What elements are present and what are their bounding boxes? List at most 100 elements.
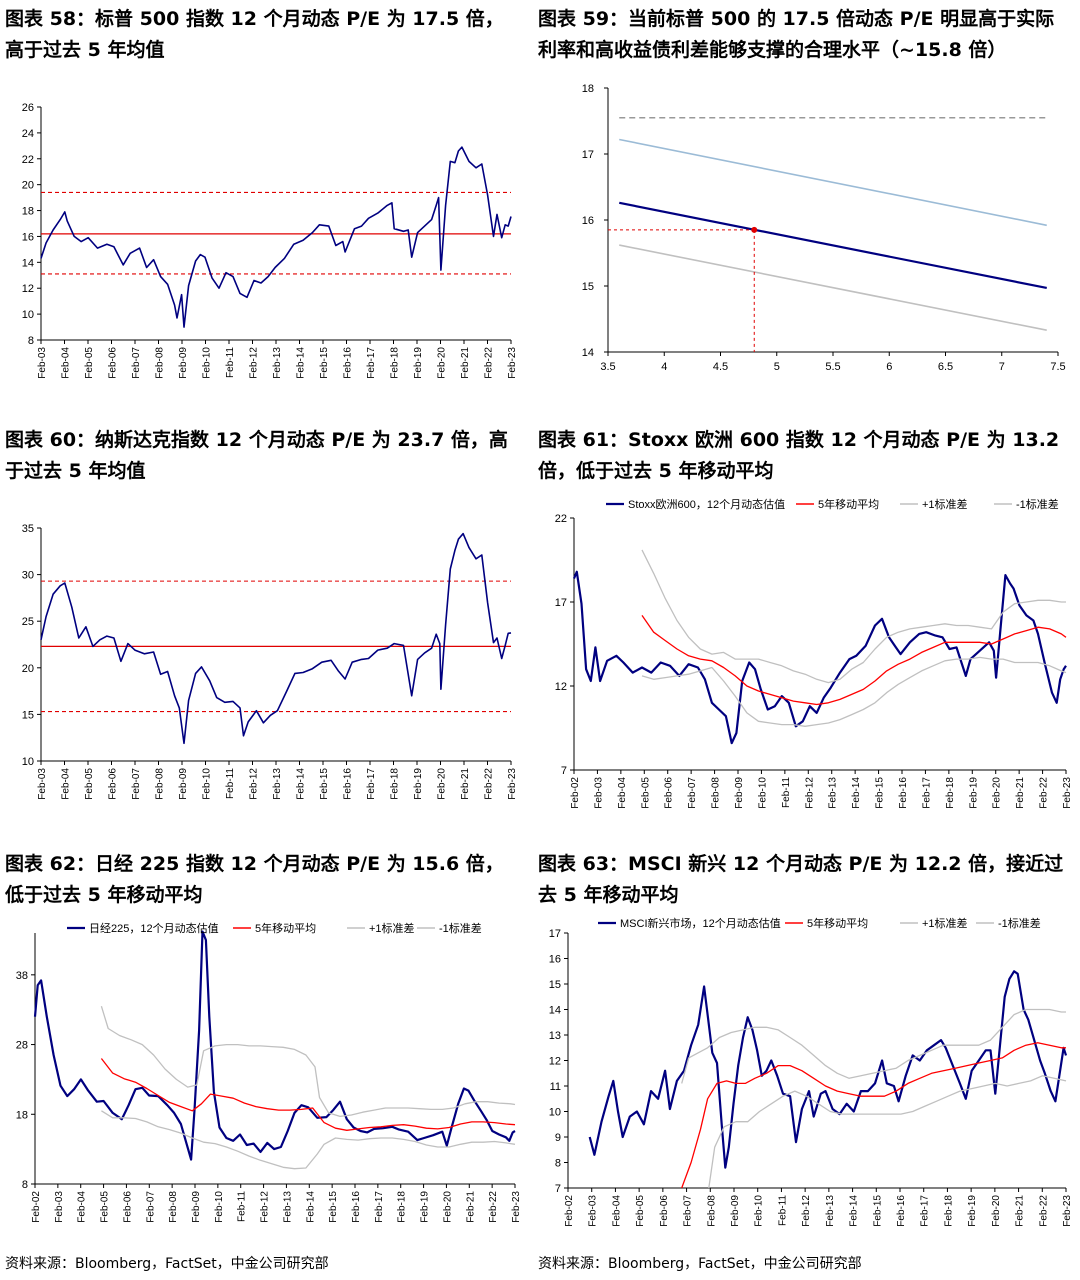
chart-62-nikkei225-pe: 8 18 28 38 Feb-02 Feb-03 Feb-04 Feb-05 Feb-06 Feb… <box>16 921 522 1223</box>
x-tick-label: Feb-22 <box>488 1191 499 1223</box>
x-tick-label: Feb-21 <box>460 768 471 800</box>
x-tick-label: Feb-11 <box>225 347 236 378</box>
x-tick-label: Feb-13 <box>282 1191 293 1223</box>
x-tick-label: Feb-03 <box>37 347 48 379</box>
y-tick-label: 9 <box>555 1132 561 1144</box>
y-tick-label: 14 <box>22 257 34 269</box>
x-tick-label: Feb-18 <box>390 347 401 379</box>
y-tick-label: 8 <box>22 1179 28 1191</box>
chart-58-sp500-pe: 8 10 12 14 16 18 20 22 24 26 Feb-03 Feb-04 Feb-05 Feb… <box>22 102 518 379</box>
figure-title-63: 图表 63：MSCI 新兴 12 个月动态 P/E 为 12.2 倍，接近过去 … <box>538 853 1064 906</box>
y-tick-label: 30 <box>22 570 34 582</box>
x-tick-label: Feb-13 <box>825 1195 836 1227</box>
figure-title-60: 图表 60：纳斯达克指数 12 个月动态 P/E 为 23.7 倍，高于过去 5… <box>5 429 508 482</box>
x-tick-label: Feb-17 <box>374 1191 385 1223</box>
series-line-0 <box>33 930 516 1161</box>
x-tick-label: Feb-10 <box>214 1191 225 1223</box>
x-tick-label: Feb-07 <box>145 1191 156 1223</box>
x-tick-label: Feb-06 <box>659 1195 670 1227</box>
x-tick-label: Feb-06 <box>664 777 675 809</box>
x-tick-label: Feb-14 <box>849 1195 860 1227</box>
x-tick-label: Feb-19 <box>413 347 424 379</box>
y-tick-label: 17 <box>582 149 594 161</box>
series-line-0 <box>40 532 512 745</box>
y-tick-label: 18 <box>22 206 34 218</box>
y-tick-label: 7 <box>555 1183 561 1195</box>
series-line-2 <box>641 549 1066 684</box>
x-tick-label: Feb-15 <box>328 1191 339 1223</box>
x-tick-label: Feb-05 <box>84 347 95 379</box>
x-tick-label: Feb-17 <box>366 768 377 800</box>
x-tick-label: Feb-19 <box>968 777 979 809</box>
x-tick-label: 4.5 <box>713 361 728 373</box>
x-tick-label: Feb-17 <box>366 347 377 379</box>
x-tick-label: Feb-14 <box>305 1191 316 1223</box>
y-tick-label: 12 <box>22 283 34 295</box>
y-tick-label: 15 <box>549 979 561 991</box>
chart-60-panel: 10 15 20 25 30 35 Feb-03 Feb-04 Feb-05 Feb-06 Feb-… <box>5 496 520 826</box>
x-tick-label: Feb-04 <box>61 347 72 379</box>
x-tick-label: Feb-12 <box>249 768 260 800</box>
x-tick-label: Feb-13 <box>828 777 839 809</box>
x-tick-label: Feb-02 <box>570 777 581 809</box>
x-tick-label: Feb-08 <box>711 777 722 809</box>
y-tick-label: 14 <box>549 1005 561 1017</box>
series-line-0 <box>572 570 1067 745</box>
source-note-right: 资料来源：Bloomberg，FactSet，中金公司研究部 <box>538 1256 862 1272</box>
x-tick-label: Feb-14 <box>296 347 307 379</box>
figure-title-58: 图表 58：标普 500 指数 12 个月动态 P/E 为 17.5 倍，高于过… <box>5 8 504 61</box>
x-tick-label: Feb-18 <box>397 1191 408 1223</box>
y-tick-label: 15 <box>22 709 34 721</box>
x-tick-label: Feb-10 <box>202 768 213 800</box>
y-tick-label: 16 <box>582 215 594 227</box>
x-tick-label: Feb-16 <box>351 1191 362 1223</box>
x-tick-label: Feb-20 <box>437 347 448 379</box>
chart-59-fair-pe: 14 15 16 17 18 3.5 4 4.5 5 5.5 6 6.5 7 7.5 <box>582 83 1066 373</box>
x-tick-label: Feb-04 <box>617 777 628 809</box>
series-line-2 <box>100 1006 516 1118</box>
x-tick-label: Feb-19 <box>413 768 424 800</box>
legend-label: MSCI新兴市场，12个月动态估值 <box>620 916 781 930</box>
y-tick-label: 15 <box>582 281 594 293</box>
chart-63-panel: 7 8 9 10 11 12 13 14 15 16 17 Feb-02 Feb-03 Feb-04 Feb… <box>538 916 1078 1248</box>
x-tick-label: Feb-12 <box>801 1195 812 1227</box>
series-line-2 <box>681 1008 1066 1084</box>
x-tick-label: Feb-09 <box>730 1195 741 1227</box>
x-tick-label: Feb-21 <box>465 1191 476 1223</box>
x-tick-label: Feb-11 <box>781 777 792 808</box>
x-tick-label: Feb-18 <box>390 768 401 800</box>
x-tick-label: Feb-19 <box>420 1191 431 1223</box>
chart-61-stoxx600-pe: 7 12 17 22 Feb-02 Feb-03 Feb-04 Feb-05 Feb-06 Feb… <box>555 497 1073 809</box>
x-tick-label: Feb-19 <box>967 1195 978 1227</box>
x-tick-label: 3.5 <box>600 361 615 373</box>
y-tick-label: 12 <box>549 1056 561 1068</box>
x-tick-label: Feb-03 <box>54 1191 65 1223</box>
x-tick-label: Feb-22 <box>484 768 495 800</box>
x-tick-label: Feb-06 <box>108 768 119 800</box>
legend-label: -1标准差 <box>1016 497 1059 511</box>
y-tick-label: 18 <box>16 1109 28 1121</box>
x-tick-label: Feb-08 <box>168 1191 179 1223</box>
series-line-3 <box>708 1075 1067 1189</box>
x-tick-label: Feb-20 <box>442 1191 453 1223</box>
x-tick-label: Feb-16 <box>343 768 354 800</box>
rate-scenario-line-2 <box>619 244 1047 332</box>
legend-label: 日经225，12个月动态估值 <box>89 922 219 935</box>
y-tick-label: 22 <box>555 513 567 525</box>
series-line-3 <box>641 656 1067 727</box>
x-tick-label: Feb-15 <box>872 1195 883 1227</box>
y-tick-label: 38 <box>16 970 28 982</box>
x-tick-label: Feb-02 <box>564 1195 575 1227</box>
x-tick-label: Feb-16 <box>898 777 909 809</box>
x-tick-label: Feb-17 <box>921 777 932 809</box>
y-tick-label: 8 <box>28 335 34 347</box>
legend-label: 5年移动平均 <box>807 916 868 930</box>
y-tick-label: 16 <box>549 954 561 966</box>
x-tick-label: Feb-15 <box>875 777 886 809</box>
x-tick-label: Feb-09 <box>734 777 745 809</box>
x-tick-label: Feb-13 <box>272 768 283 800</box>
y-tick-label: 28 <box>16 1040 28 1052</box>
legend-label: -1标准差 <box>998 916 1041 930</box>
x-tick-label: Feb-15 <box>319 347 330 379</box>
x-tick-label: Feb-13 <box>272 347 283 379</box>
